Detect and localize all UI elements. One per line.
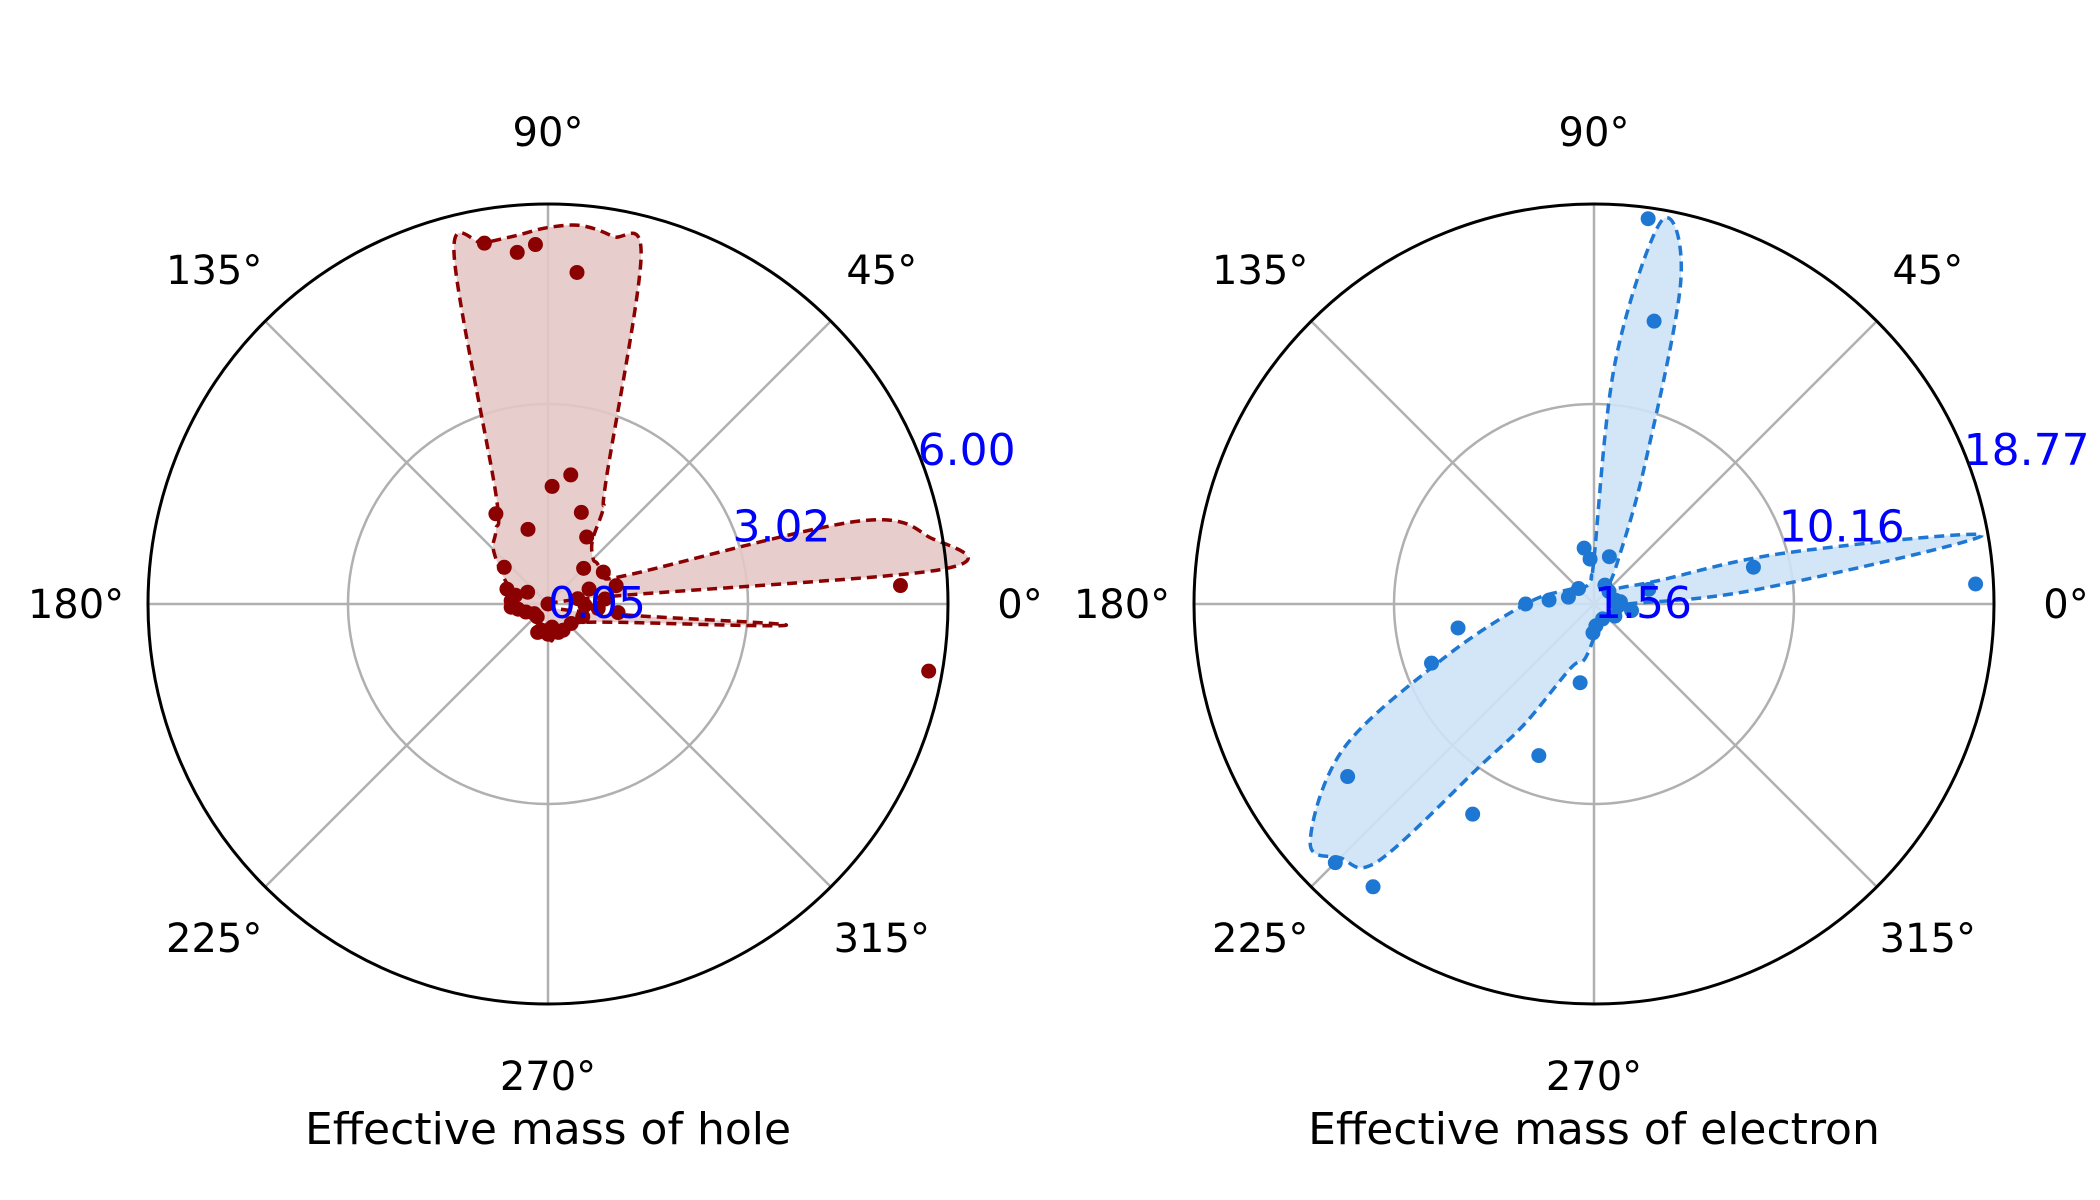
angle-tick-label: 0° — [997, 582, 1042, 628]
polar-frame — [146, 202, 950, 1006]
angle-tick-label: 90° — [513, 110, 584, 156]
angular-grid-line — [1593, 320, 1878, 605]
data-point — [509, 244, 525, 260]
data-point — [563, 615, 579, 631]
radial-tick-label: 3.02 — [733, 502, 831, 553]
angular-grid-line — [1593, 603, 1878, 888]
data-point — [508, 587, 524, 603]
data-point — [1465, 806, 1481, 822]
data-point — [590, 600, 606, 616]
data-point — [529, 609, 545, 625]
angle-tick-label: 225° — [166, 916, 262, 962]
data-point — [1646, 313, 1662, 329]
data-point — [1612, 594, 1628, 610]
data-point — [1582, 551, 1598, 567]
radial-tick-label: 6.00 — [918, 425, 1016, 476]
x-axis-label: Effective mass of electron — [1308, 1104, 1880, 1155]
data-point — [1576, 540, 1592, 556]
data-point — [1601, 549, 1617, 565]
data-point — [576, 560, 592, 576]
electron-polar-plot: 0° 45° 90° 135° 180° 225° 270° 315° 1.56 10.16 18.… — [1074, 110, 2090, 1155]
data-point — [569, 264, 585, 280]
data-point — [1624, 603, 1640, 619]
angle-tick-label: 315° — [1880, 916, 1976, 962]
x-axis-label: Effective mass of hole — [305, 1104, 791, 1155]
data-point — [496, 559, 512, 575]
data-point — [1595, 611, 1611, 627]
data-point — [610, 605, 626, 621]
data-point — [1571, 581, 1587, 597]
data-point — [1424, 655, 1440, 671]
data-point — [608, 578, 624, 594]
data-point — [1572, 675, 1588, 691]
data-point — [581, 581, 597, 597]
angle-tick-label: 45° — [846, 248, 917, 294]
polar-frame — [1192, 202, 1996, 1006]
data-point — [1968, 576, 1984, 592]
angle-tick-label: 135° — [166, 248, 262, 294]
data-point — [1640, 211, 1656, 227]
angle-tick-label: 0° — [2043, 582, 2088, 628]
radial-tick-label: 0.05 — [548, 578, 646, 629]
data-point — [1745, 559, 1761, 575]
angular-grid-line — [547, 603, 832, 888]
data-point — [544, 478, 560, 494]
data-point — [520, 521, 536, 537]
data-point — [488, 506, 504, 522]
radial-tick-label: 10.16 — [1779, 502, 1905, 553]
angle-tick-label: 270° — [1546, 1054, 1642, 1100]
radial-tick-label: 18.77 — [1964, 425, 2090, 476]
angle-tick-label: 180° — [28, 582, 124, 628]
data-point — [1531, 748, 1547, 764]
angular-grid-line — [547, 320, 832, 605]
data-point — [563, 467, 579, 483]
data-point — [1450, 620, 1466, 636]
data-point — [573, 504, 589, 520]
data-point — [595, 564, 611, 580]
data-point — [476, 235, 492, 251]
radial-tick-label: 1.56 — [1594, 578, 1692, 629]
data-point — [1541, 592, 1557, 608]
data-point — [921, 663, 937, 679]
angle-tick-label: 270° — [500, 1054, 596, 1100]
angle-tick-label: 180° — [1074, 582, 1170, 628]
data-point — [1340, 769, 1356, 785]
data-point — [579, 529, 595, 545]
data-point — [1641, 581, 1657, 597]
angle-tick-label: 225° — [1212, 916, 1308, 962]
data-point — [527, 237, 543, 253]
data-point — [1518, 596, 1534, 612]
data-point — [1560, 589, 1576, 605]
data-point — [540, 596, 556, 612]
data-point — [1597, 577, 1613, 593]
data-point — [520, 584, 536, 600]
series-fill-area — [1310, 217, 1982, 868]
data-point — [892, 578, 908, 594]
data-point — [1365, 879, 1381, 895]
angle-tick-label: 90° — [1559, 110, 1630, 156]
data-point — [533, 622, 549, 638]
angular-grid-line — [264, 603, 549, 888]
series-line — [1308, 216, 1984, 870]
angle-tick-label: 135° — [1212, 248, 1308, 294]
angle-tick-label: 315° — [834, 916, 930, 962]
hole-polar-plot: 0° 45° 90° 135° 180° 225° 270° 315° 0.05 3.02 6.00… — [28, 110, 1043, 1155]
angle-tick-label: 45° — [1892, 248, 1963, 294]
data-point — [577, 597, 593, 613]
angular-grid-line — [1310, 320, 1595, 605]
data-point — [575, 609, 591, 625]
data-point — [1327, 855, 1343, 871]
